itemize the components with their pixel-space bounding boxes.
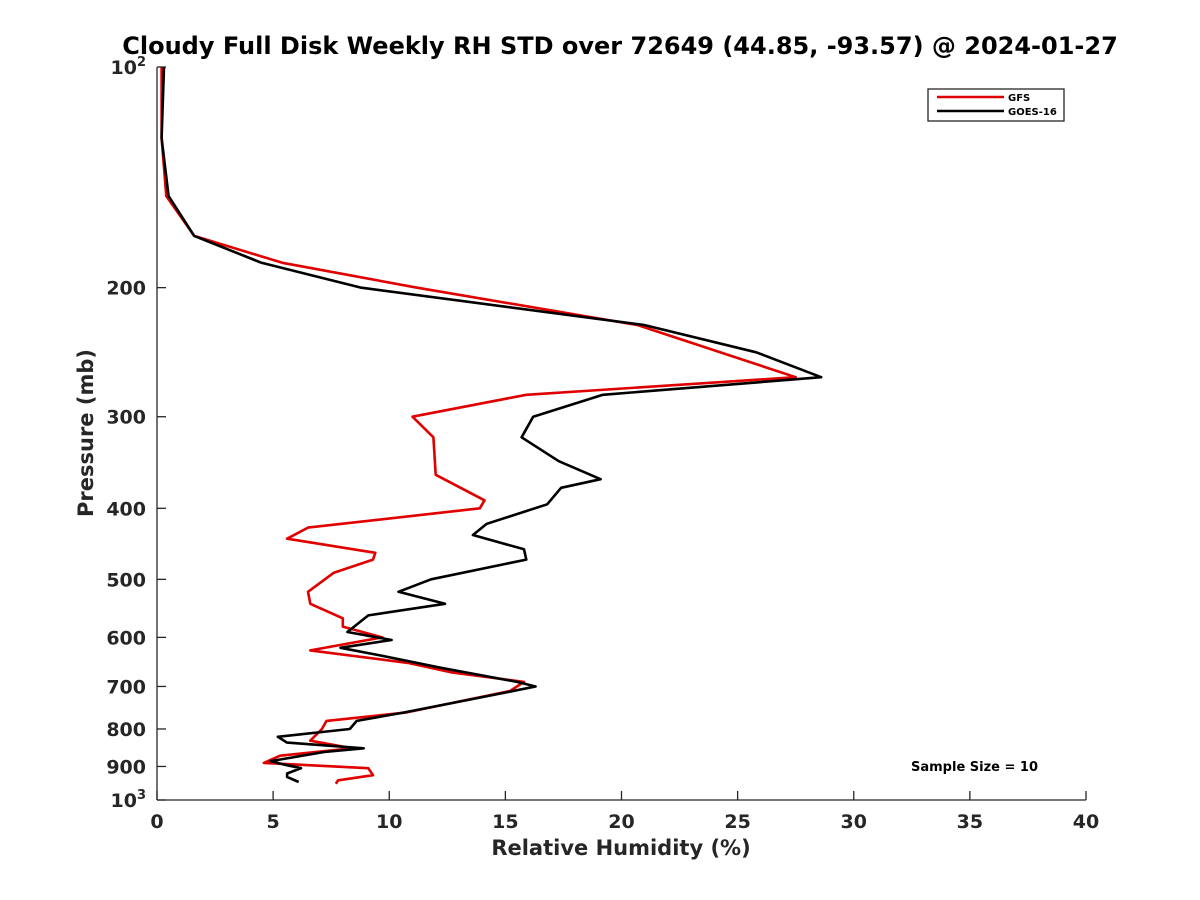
y-tick-label: 900 xyxy=(106,756,146,778)
x-tick-label: 25 xyxy=(724,811,750,833)
y-axis-label: Pressure (mb) xyxy=(74,349,98,517)
y-tick-label: 600 xyxy=(106,627,146,649)
legend-box xyxy=(927,88,1065,122)
x-tick-label: 15 xyxy=(492,811,518,833)
y-tick-label: 400 xyxy=(106,498,146,520)
chart-title: Cloudy Full Disk Weekly RH STD over 7264… xyxy=(122,32,1118,60)
y-tick-label: 700 xyxy=(106,676,146,698)
y-tick-label: 200 xyxy=(106,278,146,300)
x-tick-label: 10 xyxy=(376,811,402,833)
legend-label-gfs: GFS xyxy=(1008,93,1030,104)
legend: GFS GOES-16 xyxy=(927,88,1065,122)
y-tick-label: 500 xyxy=(106,569,146,591)
x-tick-label: 5 xyxy=(267,811,280,833)
y-tick-label: 800 xyxy=(106,719,146,741)
y-ticks: 102 200 300 400 500 600 700 800 900 103 xyxy=(106,55,166,812)
x-ticks: 0 5 10 15 20 25 30 35 40 xyxy=(150,791,1099,833)
x-tick-label: 30 xyxy=(841,811,867,833)
series-line-gfs xyxy=(160,67,797,785)
y-tick-label: 300 xyxy=(106,407,146,429)
x-tick-label: 0 xyxy=(150,811,163,833)
plot-series xyxy=(160,66,823,785)
x-tick-label: 20 xyxy=(608,811,634,833)
x-axis-label: Relative Humidity (%) xyxy=(491,836,750,860)
series-line-goes16 xyxy=(160,66,823,784)
x-tick-label: 40 xyxy=(1073,811,1099,833)
legend-label-goes16: GOES-16 xyxy=(1008,107,1057,118)
y-tick-label: 103 xyxy=(111,788,147,812)
x-tick-label: 35 xyxy=(957,811,983,833)
y-tick-label: 102 xyxy=(111,55,147,79)
sample-size-annotation: Sample Size = 10 xyxy=(911,760,1038,775)
